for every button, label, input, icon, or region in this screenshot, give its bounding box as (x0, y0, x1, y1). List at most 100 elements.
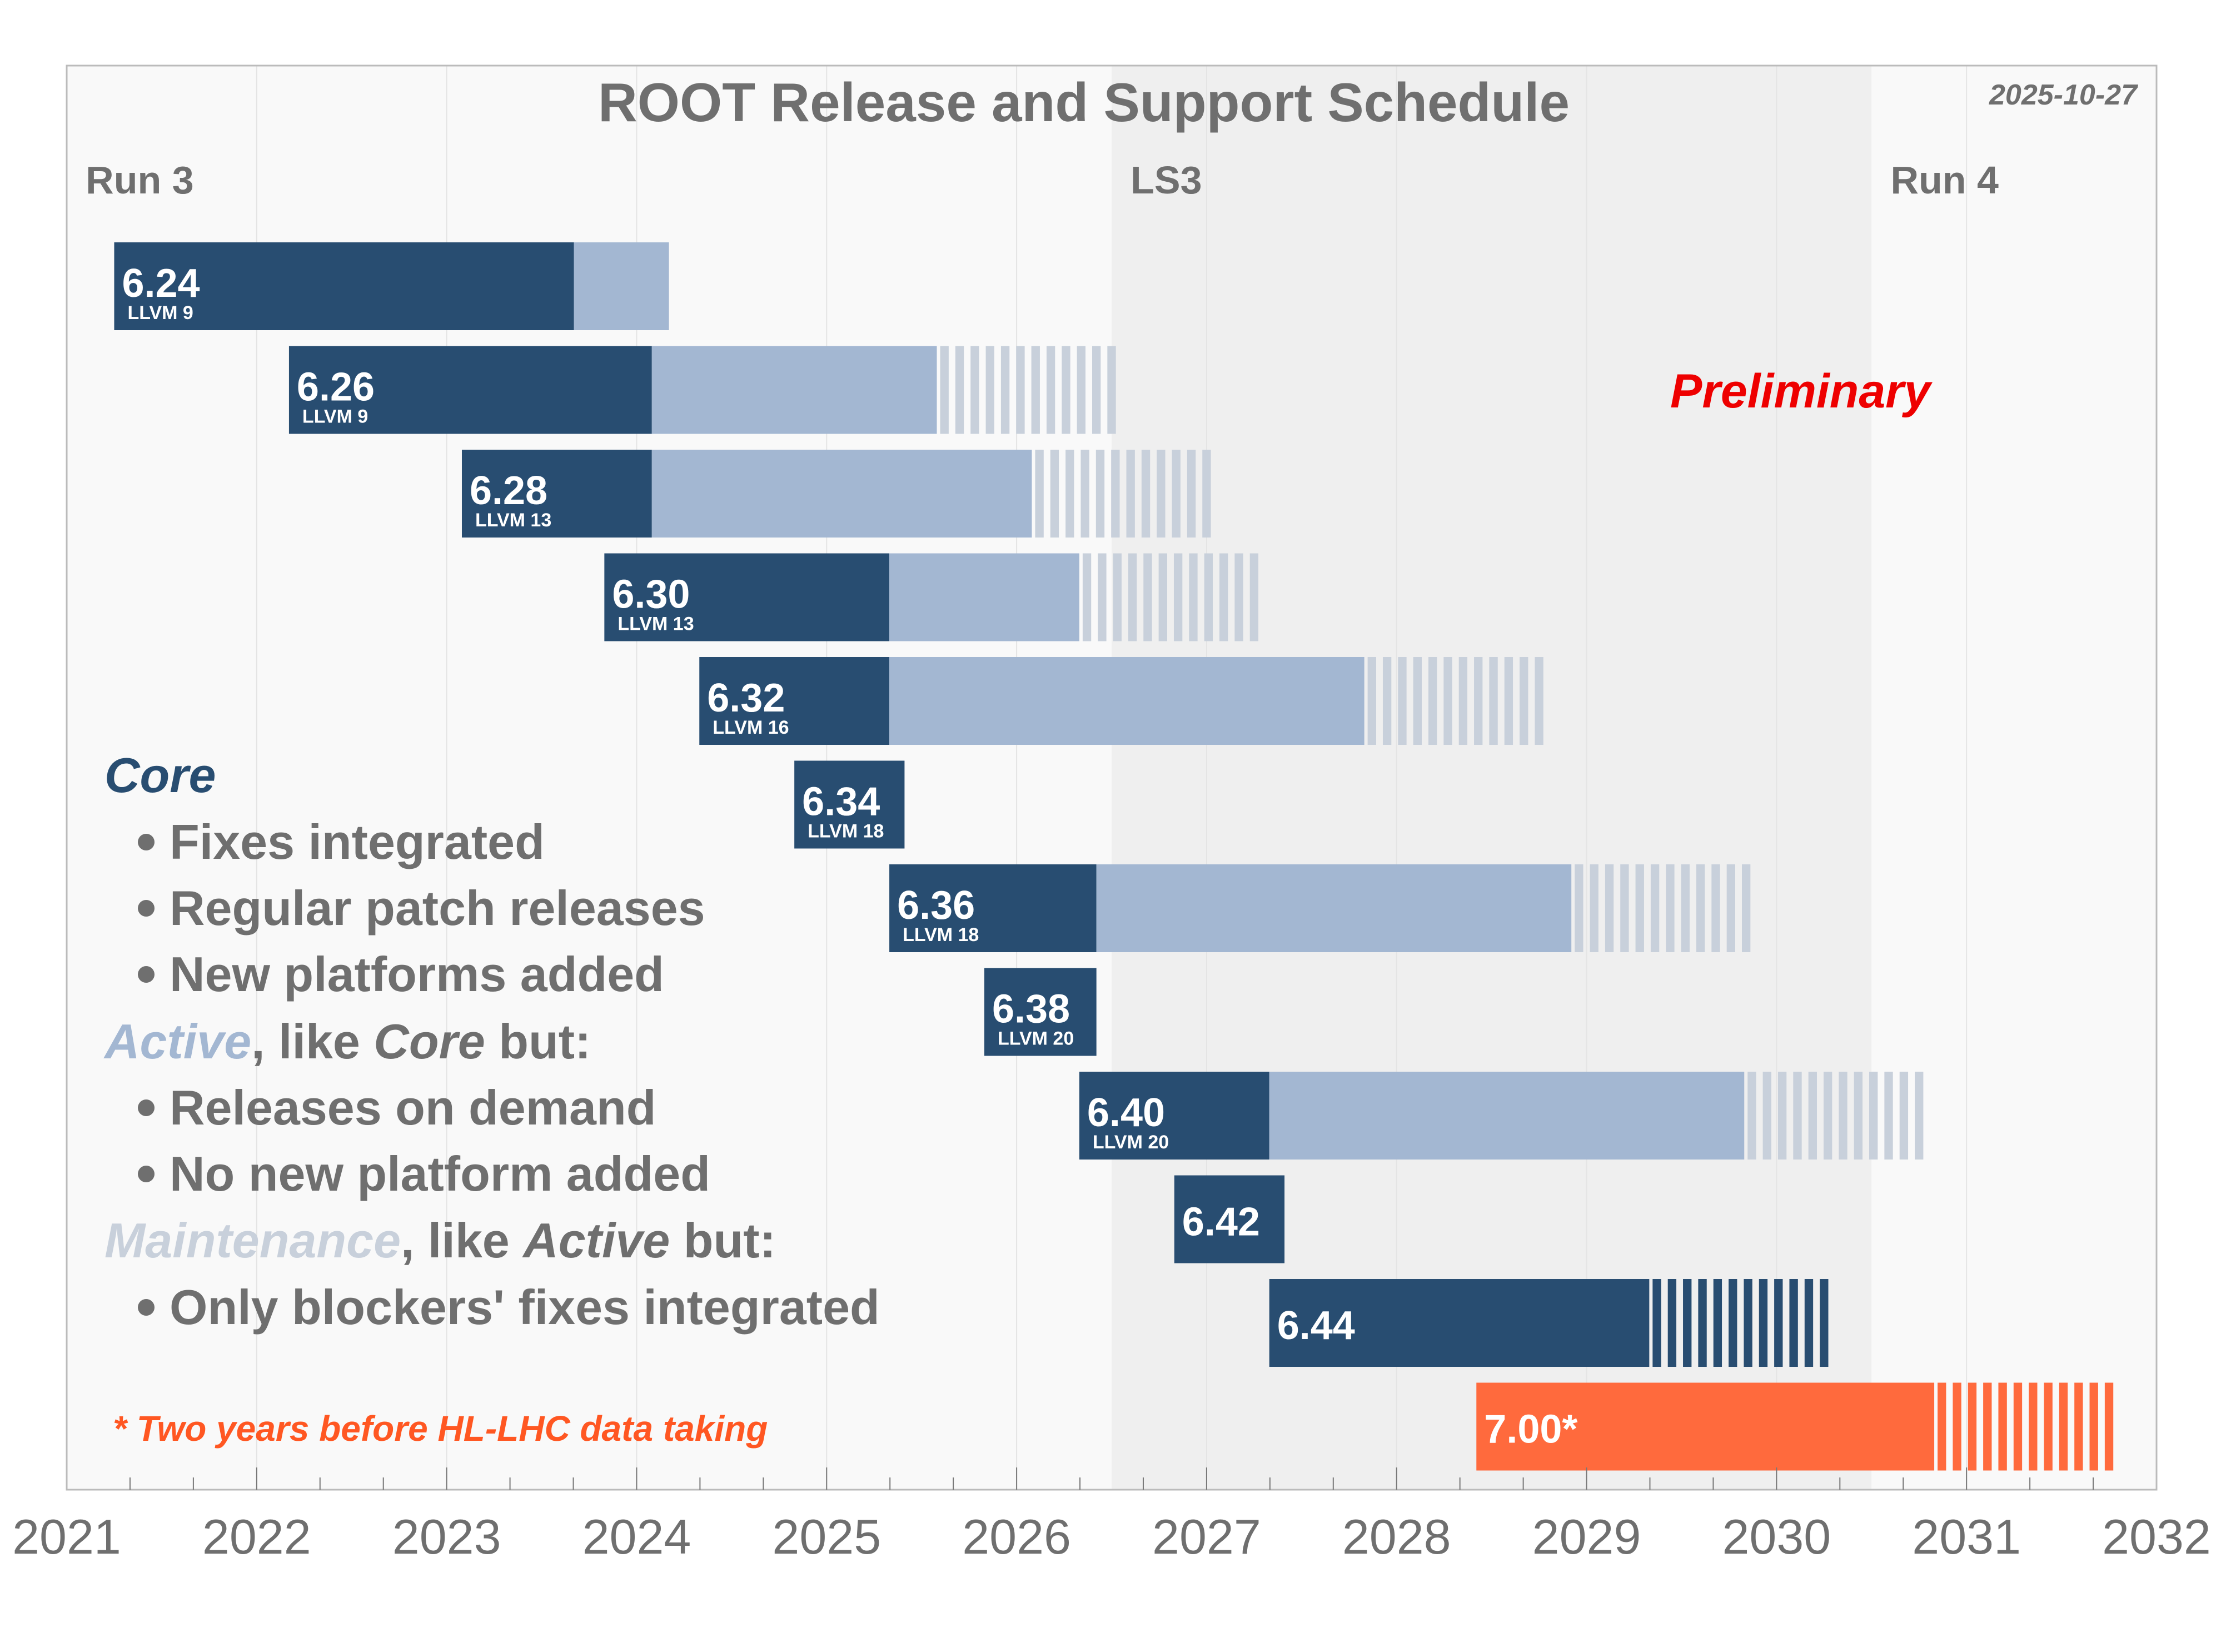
release-version-label: 6.32 (707, 676, 785, 720)
bar-maintenance-stripe (985, 346, 994, 434)
period-label: LS3 (1131, 158, 1202, 202)
release-version-label: 7.00* (1484, 1407, 1577, 1452)
bar-core (889, 864, 1097, 952)
bar-maintenance-stripe (1998, 1382, 2007, 1471)
x-tick-label: 2021 (12, 1509, 121, 1564)
bar-maintenance-stripe (1202, 450, 1211, 538)
llvm-version-label: LLVM 9 (302, 406, 368, 427)
period-label: Run 3 (86, 158, 193, 202)
bar-maintenance-stripe (1107, 346, 1116, 434)
bar-maintenance-stripe (1777, 1072, 1787, 1160)
llvm-version-label: LLVM 13 (475, 510, 551, 531)
bar-maintenance-stripe (2059, 1382, 2068, 1471)
legend-maint-items: Only blockers' fixes integrated (138, 1280, 880, 1335)
bar-maintenance-stripe (1000, 346, 1010, 434)
legend-maint-suffix-1: , like (401, 1213, 523, 1268)
bar-maintenance-stripe (1650, 864, 1660, 952)
chart-date: 2025-10-27 (1989, 79, 2138, 111)
bar-maintenance-stripe (1575, 864, 1583, 952)
legend-bullet (138, 834, 155, 850)
bar-maintenance-stripe (1398, 657, 1407, 745)
bar-maintenance-stripe (1113, 553, 1122, 641)
legend-item: New platforms added (170, 947, 664, 1002)
period-label: Run 4 (1890, 158, 1999, 202)
bar-maintenance-stripe (1143, 553, 1152, 641)
release-version-label: 6.28 (470, 469, 547, 513)
bar-maintenance-stripe (1823, 1072, 1832, 1160)
legend-item: Fixes integrated (170, 814, 545, 869)
release-row: 7.00* (1476, 1382, 2114, 1471)
bar-maintenance-stripe (1382, 657, 1392, 745)
bar-maintenance-stripe (2044, 1382, 2053, 1471)
llvm-version-label: LLVM 18 (808, 821, 884, 842)
bar-maintenance-stripe (2013, 1382, 2023, 1471)
bar-maintenance-stripe (1065, 450, 1074, 538)
bar-maintenance-stripe (1173, 553, 1183, 641)
x-axis: 2021 2022 2023 2024 2025 2026 2027 2028 2029 2030… (12, 1467, 2211, 1564)
legend-bullet (138, 1166, 155, 1182)
bar-maintenance-stripe (1189, 553, 1198, 641)
legend-core-items: Fixes integrated Regular patch releases Ne… (138, 814, 705, 1002)
bar-maintenance-stripe (1793, 1072, 1802, 1160)
x-tick-label: 2025 (772, 1509, 881, 1564)
release-row: 6.42 (1174, 1175, 1285, 1263)
llvm-version-label: LLVM 20 (998, 1028, 1074, 1049)
bar-maintenance-stripe (1681, 864, 1690, 952)
bar-maintenance-stripe (1652, 1279, 1661, 1367)
bar-maintenance-stripe (1141, 450, 1151, 538)
x-tick-label: 2030 (1722, 1509, 1831, 1564)
bar-maintenance-stripe (1077, 346, 1085, 434)
bar-maintenance-stripe (1729, 1279, 1737, 1367)
bar-core (699, 657, 890, 745)
bar-maintenance-stripe (2104, 1382, 2114, 1471)
period-labels: Run 3 LS3 Run 4 (86, 158, 1999, 202)
bar-maintenance-stripe (1747, 1072, 1756, 1160)
legend-item: Regular patch releases (170, 880, 705, 936)
legend: Core Fixes integrated Regular patch relea… (103, 748, 880, 1335)
preliminary-label: Preliminary (1670, 365, 1933, 418)
bar-maintenance-stripe (955, 346, 964, 434)
legend-active-title: Active (103, 1014, 251, 1069)
bar-maintenance-stripe (1016, 346, 1025, 434)
bar-maintenance-stripe (1983, 1382, 1992, 1471)
bar-maintenance-stripe (1667, 1279, 1677, 1367)
period-shade-1 (1112, 66, 1872, 1490)
bar-maintenance-stripe (1234, 553, 1243, 641)
legend-item: No new platform added (170, 1146, 710, 1201)
legend-bullet (138, 1099, 155, 1116)
release-version-label: 6.30 (612, 573, 690, 617)
bar-core (1269, 1279, 1650, 1367)
bar-core (1174, 1175, 1285, 1263)
bar-maintenance-stripe (1869, 1072, 1878, 1160)
bar-maintenance-stripe (1128, 553, 1137, 641)
legend-maint-ref: Active (522, 1213, 670, 1268)
bar-active (651, 346, 937, 434)
bar-maintenance-stripe (2074, 1382, 2083, 1471)
bar-active (651, 450, 1032, 538)
bar-maintenance-stripe (1808, 1072, 1817, 1160)
bar-maintenance-stripe (1899, 1072, 1909, 1160)
bar-maintenance-stripe (1489, 657, 1498, 745)
x-tick-label: 2022 (202, 1509, 311, 1564)
llvm-version-label: LLVM 9 (127, 302, 193, 324)
bar-active (889, 553, 1079, 641)
bar-maintenance-stripe (1635, 864, 1644, 952)
legend-core-title: Core (104, 748, 216, 803)
bar-maintenance-stripe (1789, 1279, 1798, 1367)
legend-active-items: Releases on demand No new platform added (138, 1080, 710, 1201)
bar-maintenance-stripe (1759, 1279, 1768, 1367)
plot-frame (66, 64, 2158, 1491)
bar-maintenance-stripe (1953, 1382, 1961, 1471)
bar-maintenance-stripe (1157, 450, 1166, 538)
release-version-label: 6.44 (1277, 1303, 1355, 1348)
bar-core (461, 450, 652, 538)
legend-maint-line: Maintenance, like Active but: (104, 1213, 776, 1268)
legend-active-suffix-2: but: (485, 1014, 591, 1069)
bar-maintenance-stripe (1605, 864, 1614, 952)
bar-maintenance-stripe (1428, 657, 1437, 745)
bar-core (288, 346, 652, 434)
